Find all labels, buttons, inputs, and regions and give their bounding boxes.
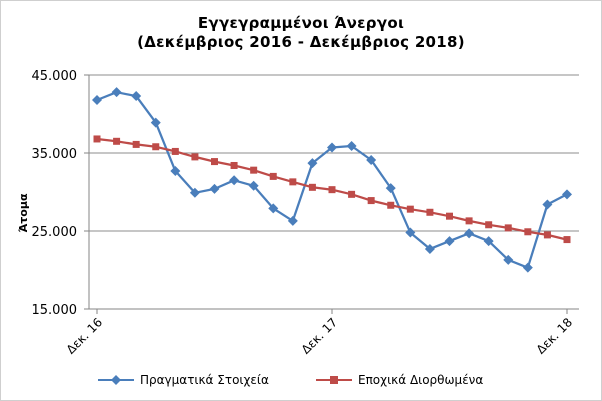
x-tick-labels: Δεκ. 16 Δεκ. 17 Δεκ. 18 xyxy=(64,315,575,356)
data-point-diamond xyxy=(307,158,318,169)
data-point-diamond xyxy=(287,215,298,226)
data-point-square xyxy=(446,212,453,220)
data-point-square xyxy=(171,147,179,155)
data-point-diamond xyxy=(366,155,377,166)
data-point-square xyxy=(524,228,532,236)
data-point-diamond xyxy=(111,87,122,98)
data-point-diamond xyxy=(562,189,572,200)
data-point-diamond xyxy=(346,140,357,151)
data-point-diamond xyxy=(92,94,102,105)
data-point-diamond xyxy=(268,203,279,214)
data-point-square xyxy=(269,172,277,180)
data-point-square xyxy=(113,137,121,145)
y-tick-label: 25.000 xyxy=(32,225,78,240)
data-point-square xyxy=(152,143,160,151)
data-point-square xyxy=(328,186,336,194)
data-point-diamond xyxy=(248,180,259,191)
data-point-square xyxy=(485,221,493,229)
data-point-diamond xyxy=(424,243,435,254)
chart-title: Εγγεγραμμένοι Άνεργοι xyxy=(197,14,405,32)
y-tick-label: 45.000 xyxy=(32,69,78,84)
legend-label-seasonal: Εποχικά Διορθωμένα xyxy=(358,373,484,387)
x-tick-label: Δεκ. 16 xyxy=(64,315,105,356)
data-point-square xyxy=(563,236,571,244)
data-point-square xyxy=(289,178,297,186)
data-point-square xyxy=(132,140,140,148)
legend-item-seasonal: Εποχικά Διορθωμένα xyxy=(316,373,483,387)
data-point-diamond xyxy=(503,254,514,265)
data-point-square xyxy=(230,161,238,169)
y-tick-label: 15.000 xyxy=(32,303,78,318)
data-point-diamond xyxy=(522,262,533,273)
data-point-diamond xyxy=(444,236,455,247)
y-tick-labels: 15.000 25.000 35.000 45.000 xyxy=(32,69,78,318)
series-line-1 xyxy=(96,91,568,269)
legend-item-actual: Πραγματικά Στοιχεία xyxy=(98,373,269,387)
data-point-diamond xyxy=(327,142,337,153)
data-point-diamond xyxy=(405,227,416,238)
x-tick-label: Δεκ. 17 xyxy=(299,315,340,356)
data-point-square xyxy=(308,183,316,191)
data-point-square xyxy=(93,135,101,143)
data-point-square xyxy=(387,201,395,209)
data-point-square xyxy=(465,217,473,225)
data-point-diamond xyxy=(385,183,396,194)
data-point-diamond xyxy=(131,91,142,102)
axes xyxy=(84,74,579,314)
chart-subtitle: (Δεκέμβριος 2016 - Δεκέμβριος 2018) xyxy=(137,33,465,51)
legend-swatch-diamond-icon xyxy=(98,375,134,385)
gridlines xyxy=(89,74,579,232)
data-point-square xyxy=(406,205,414,213)
data-point-square xyxy=(543,231,551,239)
y-tick-label: 35.000 xyxy=(32,147,78,162)
legend-label-actual: Πραγματικά Στοιχεία xyxy=(140,373,269,387)
data-point-diamond xyxy=(229,175,240,186)
data-point-diamond xyxy=(189,187,200,198)
data-point-diamond xyxy=(542,199,553,210)
data-point-square xyxy=(250,166,258,174)
x-tick-label: Δεκ. 18 xyxy=(534,315,575,356)
data-point-diamond xyxy=(209,183,220,194)
series-lines xyxy=(96,91,568,269)
data-point-diamond xyxy=(483,236,494,247)
data-point-square xyxy=(211,158,218,166)
data-point-diamond xyxy=(464,228,475,239)
legend: Πραγματικά Στοιχεία Εποχικά Διορθωμένα xyxy=(1,373,601,391)
data-point-square xyxy=(191,153,199,161)
series-markers xyxy=(92,87,572,273)
data-point-square xyxy=(426,208,434,216)
data-point-diamond xyxy=(170,165,181,176)
data-point-square xyxy=(367,197,375,205)
legend-swatch-square-icon xyxy=(316,376,352,384)
data-point-square xyxy=(348,190,356,198)
data-point-diamond xyxy=(150,117,161,128)
data-point-square xyxy=(504,224,512,232)
